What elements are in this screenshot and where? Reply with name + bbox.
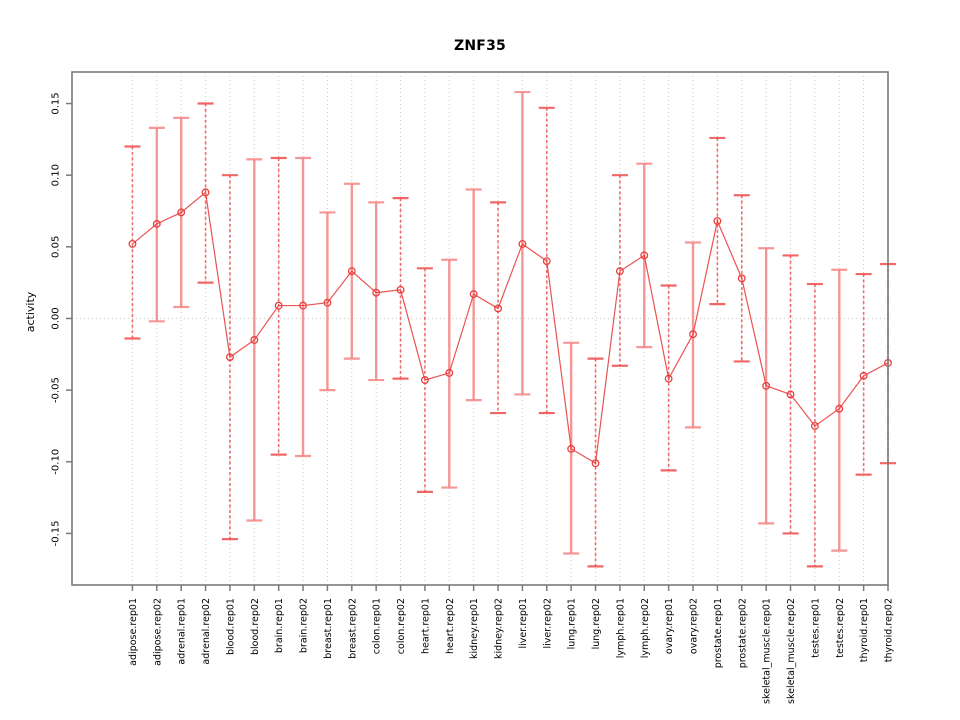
svg-text:liver.rep01: liver.rep01	[518, 598, 529, 648]
svg-text:brain.rep01: brain.rep01	[274, 598, 285, 653]
svg-text:adipose.rep02: adipose.rep02	[152, 598, 163, 666]
svg-text:colon.rep02: colon.rep02	[396, 598, 407, 654]
svg-text:0.15: 0.15	[51, 92, 62, 114]
svg-text:0.00: 0.00	[51, 307, 62, 329]
svg-text:-0.15: -0.15	[51, 520, 62, 546]
chart-title: ZNF35	[454, 38, 506, 54]
error-bars	[124, 90, 896, 568]
y-axis: 0.15 0.10 0.05 0.00 -0.05 -0.10 -0.15	[51, 92, 72, 546]
svg-text:prostate.rep02: prostate.rep02	[737, 598, 748, 668]
svg-text:breast.rep01: breast.rep01	[323, 598, 334, 659]
svg-text:testes.rep02: testes.rep02	[835, 598, 846, 658]
svg-text:0.10: 0.10	[51, 164, 62, 186]
svg-text:skeletal_muscle.rep02: skeletal_muscle.rep02	[786, 598, 797, 704]
svg-text:liver.rep02: liver.rep02	[542, 598, 553, 648]
x-axis: adipose.rep01 adipose.rep02 adrenal.rep01 a…	[128, 585, 895, 704]
svg-text:blood.rep01: blood.rep01	[225, 598, 236, 655]
svg-text:thyroid.rep02: thyroid.rep02	[884, 598, 895, 662]
svg-text:prostate.rep01: prostate.rep01	[713, 598, 724, 668]
svg-text:kidney.rep02: kidney.rep02	[494, 598, 505, 659]
svg-text:ovary.rep02: ovary.rep02	[689, 598, 700, 654]
svg-text:-0.05: -0.05	[51, 377, 62, 403]
svg-text:kidney.rep01: kidney.rep01	[469, 598, 480, 659]
svg-text:skeletal_muscle.rep01: skeletal_muscle.rep01	[762, 598, 773, 704]
svg-text:heart.rep02: heart.rep02	[445, 598, 456, 654]
svg-text:lymph.rep02: lymph.rep02	[640, 598, 651, 658]
svg-text:brain.rep02: brain.rep02	[299, 598, 310, 653]
data-points	[128, 188, 892, 468]
svg-text:breast.rep02: breast.rep02	[347, 598, 358, 659]
svg-text:adrenal.rep01: adrenal.rep01	[177, 598, 188, 665]
svg-text:heart.rep01: heart.rep01	[420, 598, 431, 654]
svg-text:0.05: 0.05	[51, 236, 62, 258]
svg-text:colon.rep01: colon.rep01	[372, 598, 383, 654]
svg-text:thyroid.rep01: thyroid.rep01	[859, 598, 870, 662]
plot-border	[71, 71, 889, 586]
series-line	[132, 191, 889, 465]
svg-text:adrenal.rep02: adrenal.rep02	[201, 598, 212, 665]
svg-text:blood.rep02: blood.rep02	[250, 598, 261, 655]
svg-text:-0.10: -0.10	[51, 449, 62, 475]
svg-text:testes.rep01: testes.rep01	[810, 598, 821, 658]
svg-text:lymph.rep01: lymph.rep01	[615, 598, 626, 658]
svg-text:lung.rep01: lung.rep01	[567, 598, 578, 649]
svg-text:ovary.rep01: ovary.rep01	[664, 598, 675, 654]
svg-text:adipose.rep01: adipose.rep01	[128, 598, 139, 666]
svg-text:lung.rep02: lung.rep02	[591, 598, 602, 649]
